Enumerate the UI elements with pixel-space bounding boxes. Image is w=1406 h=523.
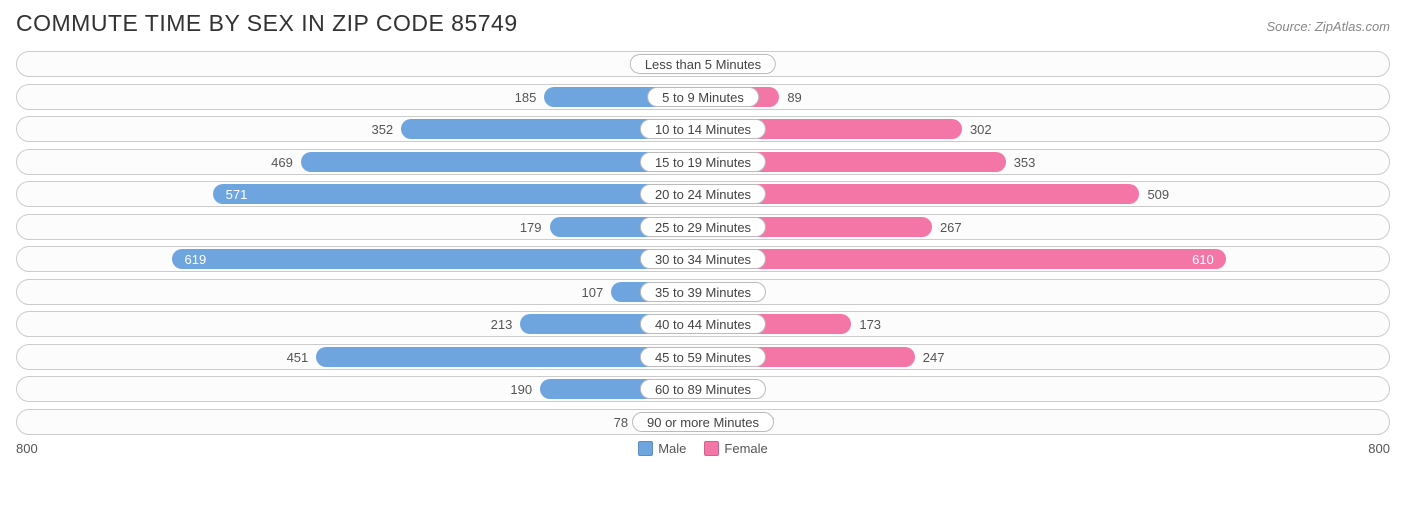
female-value: 509 <box>1147 182 1169 207</box>
female-value: 610 <box>1192 247 1214 272</box>
chart-header: COMMUTE TIME BY SEX IN ZIP CODE 85749 So… <box>16 10 1390 37</box>
diverging-bar-chart: Less than 5 Minutes3253 5 to 9 Minutes 185… <box>16 51 1390 435</box>
male-value: 107 <box>582 280 604 305</box>
male-value: 619 <box>185 247 207 272</box>
legend-item-male: Male <box>638 441 686 456</box>
axis-max-left: 800 <box>16 441 38 456</box>
chart-row: 45 to 59 Minutes 451 247 <box>16 344 1390 370</box>
female-bar <box>703 249 1226 269</box>
male-value: 213 <box>491 312 513 337</box>
chart-row: Less than 5 Minutes3253 <box>16 51 1390 77</box>
chart-row: 90 or more Minutes7857 <box>16 409 1390 435</box>
category-label: 10 to 14 Minutes <box>640 119 766 139</box>
female-value: 89 <box>787 85 801 110</box>
female-value: 247 <box>923 345 945 370</box>
female-bar <box>703 184 1139 204</box>
chart-row: 10 to 14 Minutes 352 302 <box>16 116 1390 142</box>
chart-row: 40 to 44 Minutes 213 173 <box>16 311 1390 337</box>
category-label: 30 to 34 Minutes <box>640 249 766 269</box>
chart-row: 20 to 24 Minutes 571 509 <box>16 181 1390 207</box>
category-label: 20 to 24 Minutes <box>640 184 766 204</box>
female-value: 173 <box>859 312 881 337</box>
female-value: 267 <box>940 215 962 240</box>
category-label: 15 to 19 Minutes <box>640 152 766 172</box>
chart-source: Source: ZipAtlas.com <box>1266 19 1390 34</box>
category-label: 90 or more Minutes <box>632 412 774 432</box>
chart-title: COMMUTE TIME BY SEX IN ZIP CODE 85749 <box>16 10 518 37</box>
male-value: 185 <box>515 85 537 110</box>
male-value: 179 <box>520 215 542 240</box>
category-label: 60 to 89 Minutes <box>640 379 766 399</box>
legend: Male Female <box>638 441 768 456</box>
male-value: 78 <box>614 410 628 435</box>
axis-max-right: 800 <box>1368 441 1390 456</box>
legend-female-label: Female <box>724 441 767 456</box>
chart-row: 35 to 39 Minutes10745 <box>16 279 1390 305</box>
category-label: Less than 5 Minutes <box>630 54 776 74</box>
male-value: 352 <box>371 117 393 142</box>
chart-row: 30 to 34 Minutes 619 610 <box>16 246 1390 272</box>
category-label: 25 to 29 Minutes <box>640 217 766 237</box>
category-label: 35 to 39 Minutes <box>640 282 766 302</box>
chart-row: 25 to 29 Minutes 179 267 <box>16 214 1390 240</box>
male-swatch-icon <box>638 441 653 456</box>
chart-row: 5 to 9 Minutes 185 89 <box>16 84 1390 110</box>
chart-row: 60 to 89 Minutes19023 <box>16 376 1390 402</box>
male-bar <box>213 184 703 204</box>
legend-male-label: Male <box>658 441 686 456</box>
legend-item-female: Female <box>704 441 767 456</box>
category-label: 5 to 9 Minutes <box>647 87 759 107</box>
male-value: 190 <box>510 377 532 402</box>
male-value: 451 <box>287 345 309 370</box>
category-label: 45 to 59 Minutes <box>640 347 766 367</box>
male-value: 469 <box>271 150 293 175</box>
male-value: 571 <box>226 182 248 207</box>
chart-row: 15 to 19 Minutes 469 353 <box>16 149 1390 175</box>
female-value: 353 <box>1014 150 1036 175</box>
female-swatch-icon <box>704 441 719 456</box>
category-label: 40 to 44 Minutes <box>640 314 766 334</box>
male-bar <box>172 249 703 269</box>
female-value: 302 <box>970 117 992 142</box>
axis-row: 800 Male Female 800 <box>16 441 1390 456</box>
